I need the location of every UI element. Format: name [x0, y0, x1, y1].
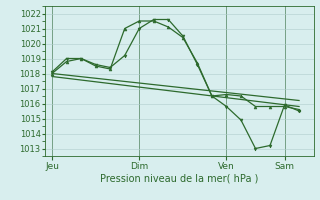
X-axis label: Pression niveau de la mer( hPa ): Pression niveau de la mer( hPa ) [100, 173, 258, 183]
